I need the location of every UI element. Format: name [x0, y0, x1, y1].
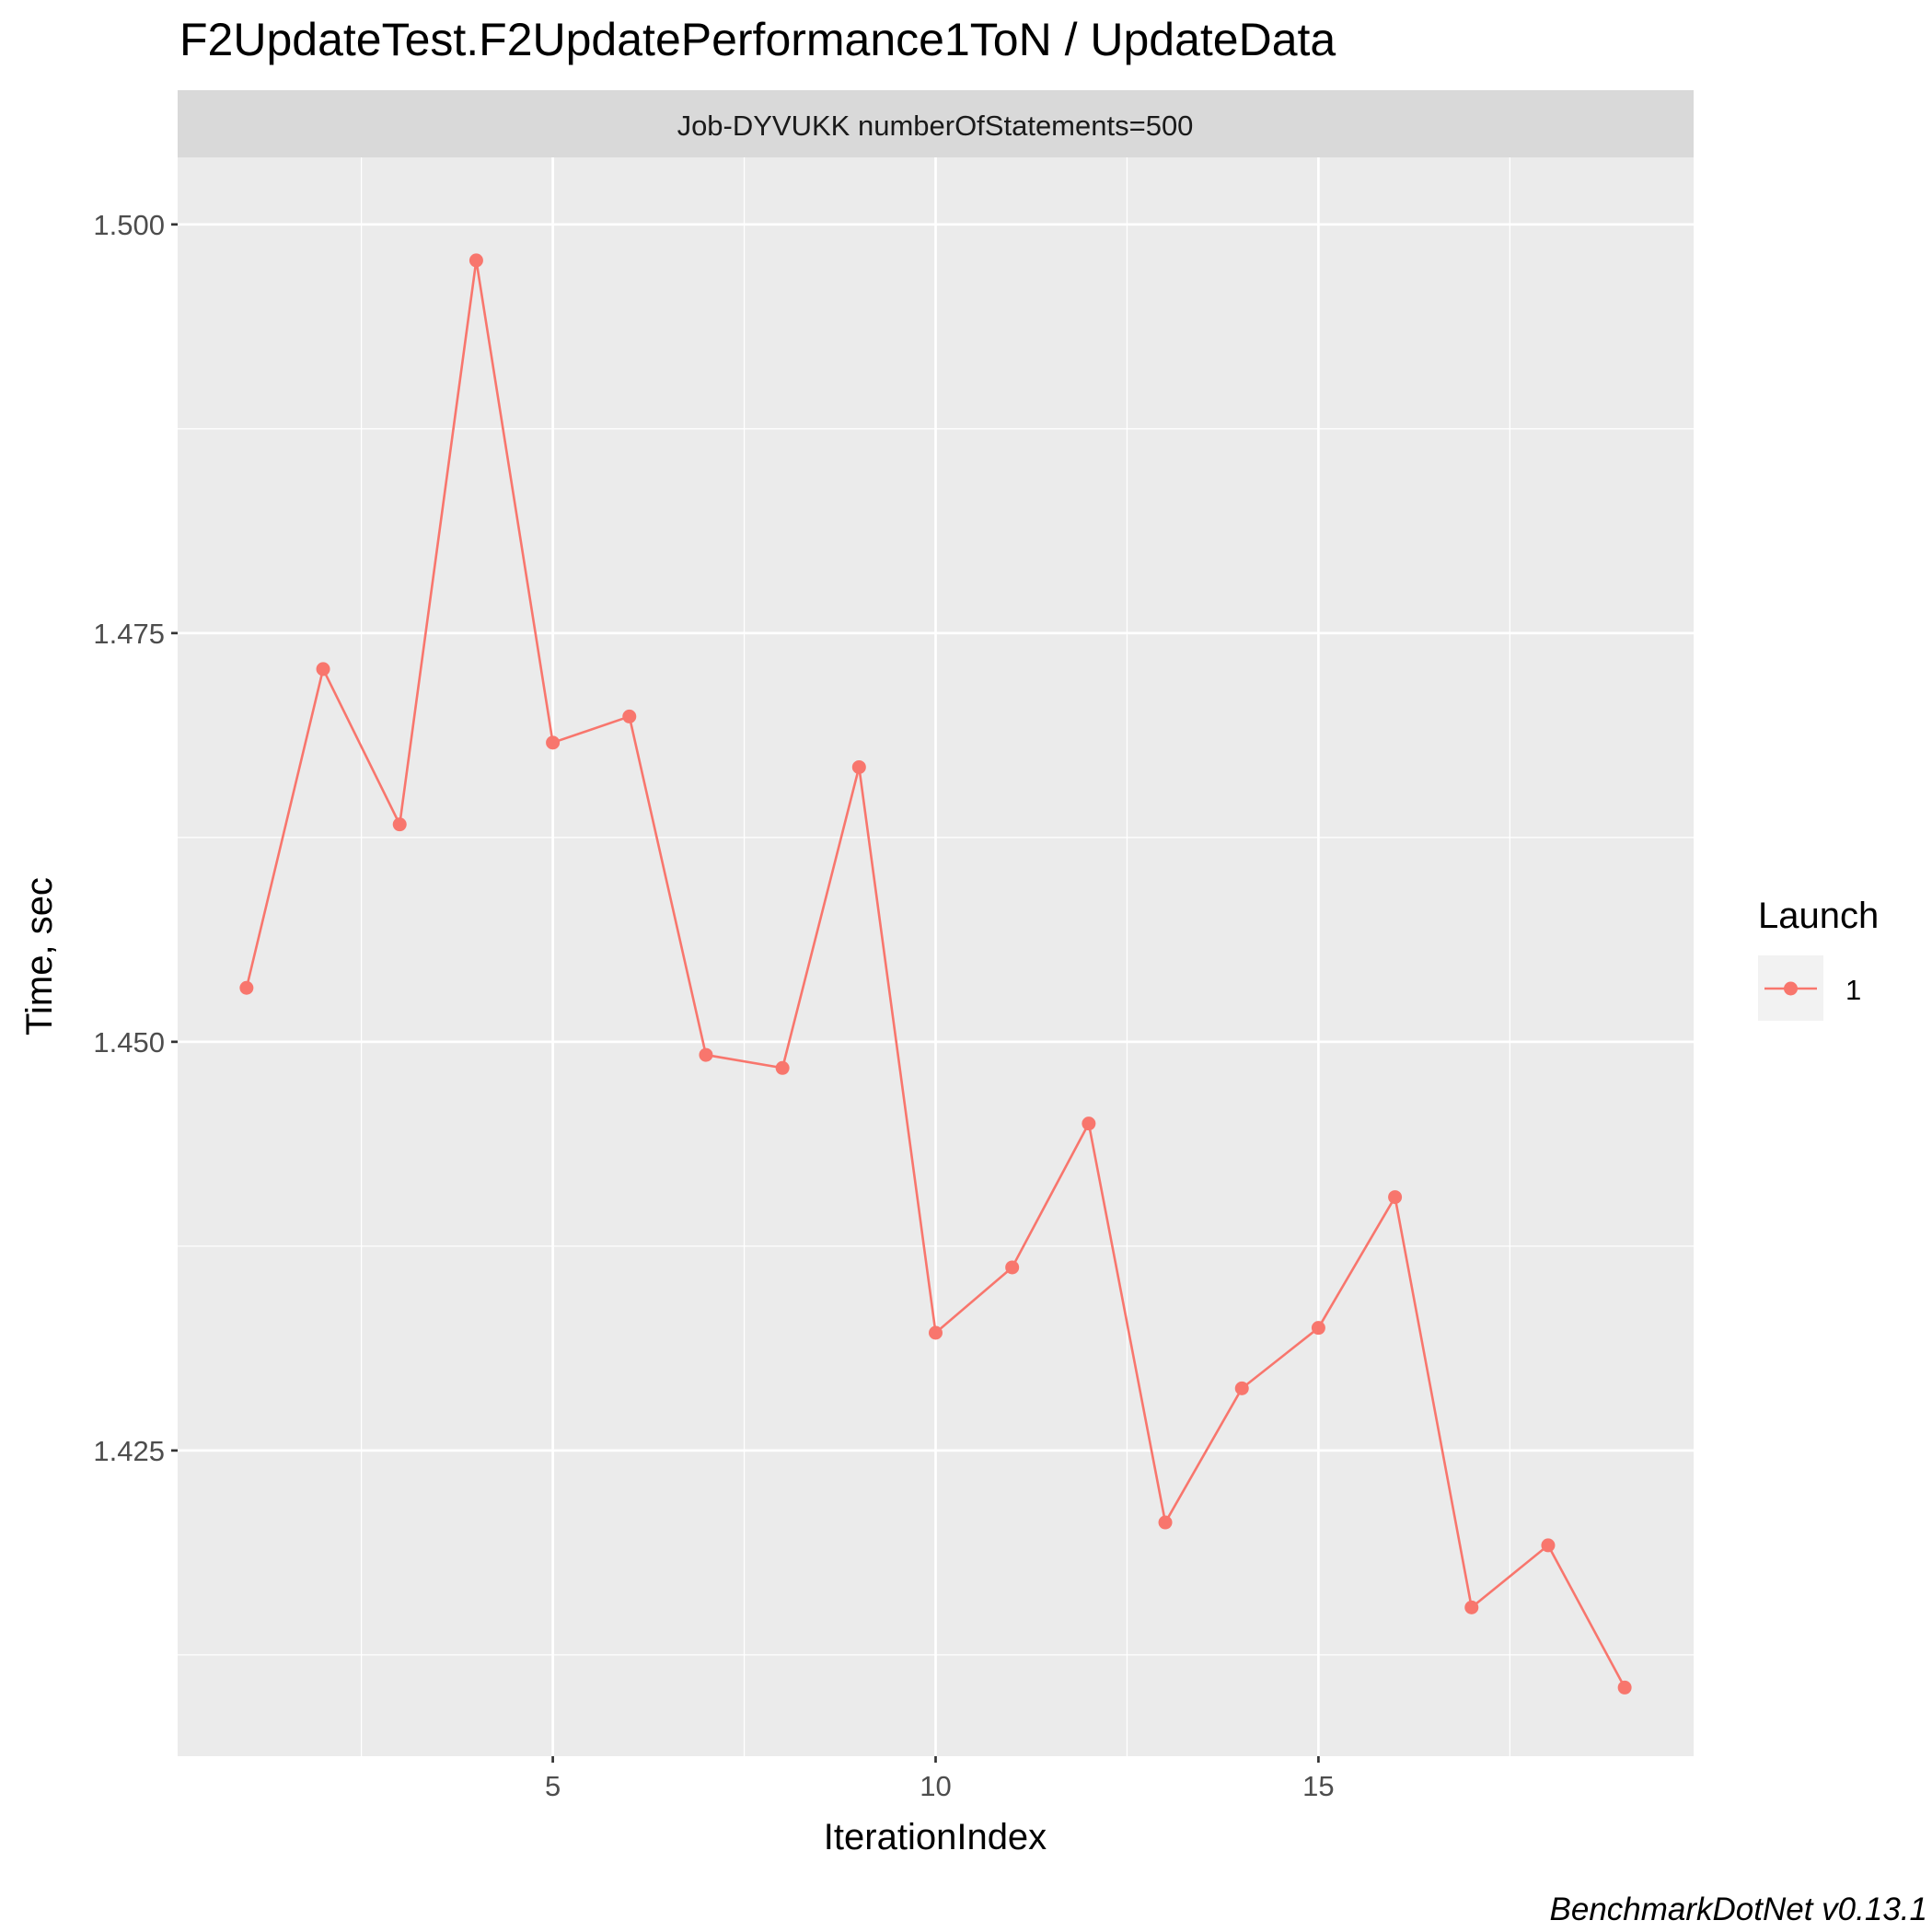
facet-strip-label: Job-DYVUKK numberOfStatements=500: [677, 110, 1194, 142]
data-point: [1234, 1381, 1249, 1395]
y-axis-title: Time, sec: [19, 877, 60, 1035]
data-point: [1311, 1321, 1325, 1336]
x-tick-label: 10: [920, 1770, 951, 1802]
data-point: [1082, 1116, 1096, 1131]
data-point: [851, 759, 866, 774]
y-tick-label: 1.450: [93, 1026, 165, 1059]
series-layer: [239, 253, 1632, 1695]
data-point: [1464, 1600, 1479, 1614]
data-point: [622, 709, 637, 723]
y-axis: 1.425 1.450 1.475 1.500: [93, 209, 178, 1467]
data-point: [699, 1047, 713, 1062]
data-point: [1005, 1260, 1020, 1275]
y-tick-label: 1.475: [93, 618, 165, 650]
data-point: [469, 253, 483, 268]
data-point: [546, 735, 561, 750]
legend-key-point: [1784, 981, 1798, 996]
x-tick-label: 5: [545, 1770, 561, 1802]
chart-title: F2UpdateTest.F2UpdatePerformance1ToN / U…: [179, 14, 1336, 65]
data-point: [1617, 1680, 1632, 1695]
data-point: [239, 980, 254, 995]
x-axis: 5 10 15: [545, 1756, 1335, 1802]
facet-strip: [178, 90, 1694, 157]
y-tick-label: 1.425: [93, 1435, 165, 1467]
legend-title: Launch: [1758, 896, 1879, 936]
data-point: [929, 1325, 943, 1340]
x-axis-title: IterationIndex: [824, 1817, 1047, 1857]
data-point: [392, 817, 407, 832]
major-gridlines: [178, 157, 1694, 1756]
legend-label: 1: [1845, 974, 1861, 1006]
data-point: [1388, 1190, 1403, 1205]
x-tick-label: 15: [1302, 1770, 1334, 1802]
data-point: [775, 1060, 790, 1075]
data-point: [1158, 1515, 1173, 1530]
data-point: [316, 662, 330, 677]
y-tick-label: 1.500: [93, 209, 165, 241]
data-point: [1541, 1538, 1556, 1553]
caption: BenchmarkDotNet v0.13.1: [1550, 1892, 1927, 1927]
legend: Launch 1: [1758, 896, 1879, 1021]
